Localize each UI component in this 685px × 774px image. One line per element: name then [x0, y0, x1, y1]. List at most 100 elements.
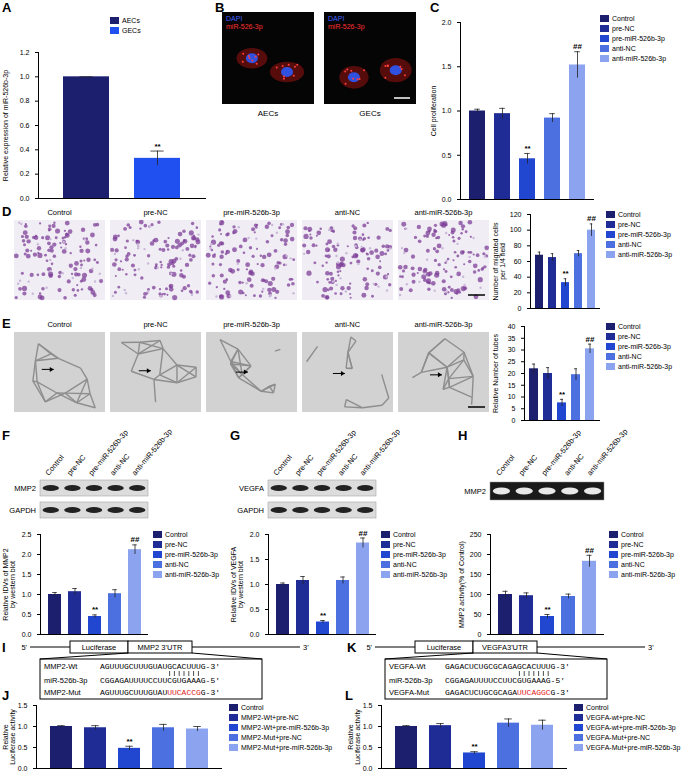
svg-text:**: **	[562, 269, 569, 278]
svg-text:Control: Control	[271, 453, 294, 478]
svg-text:anti-miR-526b-3p: anti-miR-526b-3p	[415, 208, 473, 217]
svg-text:anti-miR-526b-3p: anti-miR-526b-3p	[358, 427, 402, 477]
svg-text:VEGFA-Mut: VEGFA-Mut	[389, 688, 430, 697]
svg-text:0.0: 0.0	[22, 631, 32, 638]
svg-text:3': 3'	[648, 643, 654, 652]
svg-text:0.5: 0.5	[18, 744, 28, 751]
svg-text:anti-NC: anti-NC	[336, 452, 360, 478]
svg-text:30: 30	[508, 346, 516, 353]
svg-text:20: 20	[514, 289, 522, 296]
svg-text:DAPI: DAPI	[328, 15, 344, 22]
svg-text:MMP2-Wt: MMP2-Wt	[44, 662, 78, 671]
svg-text:Control: Control	[47, 320, 72, 329]
svg-text:10: 10	[508, 393, 516, 400]
svg-text:CGGAGAUUUUCCUUCGUGAAAG-5': CGGAGAUUUUCCUUCGUGAAAG-5'	[100, 676, 220, 685]
svg-text:0: 0	[478, 631, 482, 638]
svg-text:pre-miR-526b-3p: pre-miR-526b-3p	[223, 208, 280, 217]
svg-text:MMP2: MMP2	[464, 487, 486, 496]
svg-text:Luciferase: Luciferase	[427, 643, 462, 652]
svg-text:0.2: 0.2	[20, 170, 30, 177]
svg-text:0.5: 0.5	[250, 606, 260, 613]
svg-text:MMP2 3'UTR: MMP2 3'UTR	[138, 643, 183, 652]
svg-text:miR-526b-3p: miR-526b-3p	[44, 676, 87, 685]
svg-text:##: ##	[586, 335, 595, 344]
svg-text:0.5: 0.5	[22, 611, 32, 618]
svg-text:MMP2: MMP2	[14, 484, 36, 493]
svg-text:**: **	[126, 737, 133, 746]
svg-text:1.0: 1.0	[363, 723, 373, 730]
svg-text:##: ##	[573, 42, 582, 51]
svg-text:35: 35	[508, 334, 516, 341]
svg-text:Luciferase: Luciferase	[82, 643, 117, 652]
svg-text:40: 40	[514, 273, 522, 280]
svg-text:Control: Control	[494, 453, 517, 478]
svg-text:0.0: 0.0	[20, 195, 30, 202]
svg-text:UUCACCG: UUCACCG	[167, 688, 201, 697]
svg-text:0.5: 0.5	[442, 151, 452, 158]
svg-text:GAGACUCUGCGCAGAGCACUUUG-3': GAGACUCUGCGCAGAGCACUUUG-3'	[445, 662, 570, 671]
svg-text:0.0: 0.0	[442, 196, 452, 203]
svg-text:60: 60	[514, 258, 522, 265]
svg-text:**: **	[92, 605, 99, 614]
svg-text:200: 200	[470, 551, 482, 558]
svg-text:1.5: 1.5	[442, 63, 452, 70]
svg-text:1.5: 1.5	[250, 556, 260, 563]
svg-text:50: 50	[474, 611, 482, 618]
svg-text:anti-NC: anti-NC	[335, 208, 361, 217]
svg-text:0: 0	[512, 417, 516, 424]
svg-text:AGUUUGCUUUGUAU: AGUUUGCUUUGUAU	[100, 688, 167, 697]
svg-text:UUCAGGC: UUCAGGC	[517, 688, 551, 697]
svg-text:RelativeLuciferase activity: RelativeLuciferase activity	[2, 709, 17, 765]
svg-text:150: 150	[470, 571, 482, 578]
svg-text:pre-NC: pre-NC	[65, 453, 88, 478]
svg-text:pre-NC: pre-NC	[293, 453, 316, 478]
svg-text:2.5: 2.5	[22, 531, 32, 538]
svg-text:anti-miR-526b-3p: anti-miR-526b-3p	[130, 427, 174, 477]
svg-text:G-3': G-3'	[201, 688, 220, 697]
svg-text:1.5: 1.5	[363, 702, 373, 709]
svg-text:**: **	[524, 144, 531, 153]
svg-text:1.0: 1.0	[20, 73, 30, 80]
svg-text:GAGACUCUGCGCAGA: GAGACUCUGCGCAGA	[445, 688, 517, 697]
svg-text:**: **	[320, 611, 327, 620]
svg-text:##: ##	[585, 546, 594, 555]
svg-text:##: ##	[587, 214, 596, 223]
svg-text:VEGFA: VEGFA	[239, 484, 264, 493]
svg-text:100: 100	[510, 226, 522, 233]
svg-text:2.0: 2.0	[442, 19, 452, 26]
svg-text:GAPDH: GAPDH	[9, 506, 36, 515]
svg-text:Relative IDVs of VEGFAby weste: Relative IDVs of VEGFAby western blot	[230, 546, 245, 622]
svg-text:0.0: 0.0	[363, 765, 373, 772]
svg-text:25: 25	[508, 358, 516, 365]
svg-text:Relative IDVs of MMP2by wester: Relative IDVs of MMP2by western blot	[2, 548, 17, 620]
svg-text:Control: Control	[47, 208, 72, 217]
svg-text:3': 3'	[303, 643, 309, 652]
svg-text:CGGAGAUUUUCCUUCGUGAAAG-5': CGGAGAUUUUCCUUCGUGAAAG-5'	[445, 676, 565, 685]
svg-text:1.0: 1.0	[18, 723, 28, 730]
svg-text:anti-miR-526b-3p: anti-miR-526b-3p	[415, 320, 473, 329]
svg-text:##: ##	[131, 535, 140, 544]
svg-text:pre-miR-526b-3p: pre-miR-526b-3p	[223, 320, 280, 329]
svg-text:15: 15	[508, 381, 516, 388]
svg-text:GECs: GECs	[359, 109, 380, 118]
svg-text:AECs: AECs	[258, 109, 278, 118]
svg-text:0: 0	[518, 305, 522, 312]
svg-text:**: **	[471, 742, 478, 751]
svg-text:250: 250	[470, 531, 482, 538]
svg-text:Number of migrated cellsper 1/: Number of migrated cellsper 1/4 field	[492, 222, 507, 300]
svg-text:20: 20	[508, 370, 516, 377]
svg-text:anti-NC: anti-NC	[562, 452, 586, 478]
svg-text:anti-NC: anti-NC	[335, 320, 361, 329]
svg-text:1.5: 1.5	[22, 571, 32, 578]
svg-text:0.4: 0.4	[20, 146, 30, 153]
svg-text:Relative Number of tubes: Relative Number of tubes	[492, 334, 499, 413]
svg-text:5: 5	[512, 405, 516, 412]
svg-text:G-3': G-3'	[551, 688, 570, 697]
svg-text:miR-526-3p: miR-526-3p	[226, 23, 263, 31]
svg-text:MMP2 activity(% of Control): MMP2 activity(% of Control)	[458, 541, 466, 628]
svg-text:5': 5'	[366, 643, 372, 652]
svg-text:0.5: 0.5	[363, 744, 373, 751]
svg-text:1.5: 1.5	[18, 702, 28, 709]
svg-text:**: **	[544, 605, 551, 614]
svg-text:MMP2-Mut: MMP2-Mut	[44, 688, 82, 697]
